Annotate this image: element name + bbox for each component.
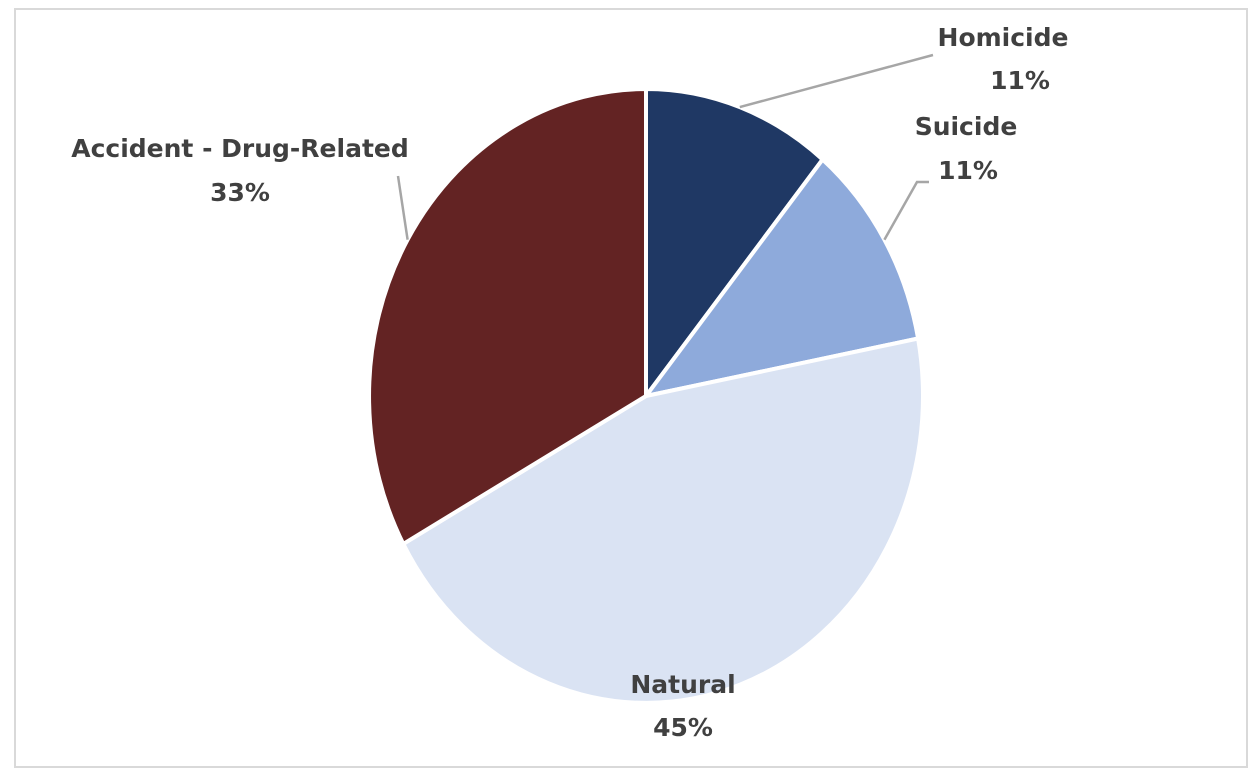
label-homicide-value: 11% (990, 66, 1050, 95)
leader-line-homicide (739, 53, 934, 109)
pie-slice-suicide (644, 157, 921, 398)
label-natural-name: Natural (630, 670, 735, 699)
label-accident-name: Accident - Drug-Related (71, 134, 409, 163)
label-natural-value: 45% (653, 713, 713, 742)
leader-lines (396, 53, 934, 241)
label-homicide-name: Homicide (938, 23, 1069, 52)
leader-line-suicide (883, 180, 929, 241)
label-suicide-name: Suicide (915, 112, 1018, 141)
leader-line-accident-drug-related (396, 175, 409, 240)
pie-slice-accident-drug-related (367, 87, 648, 546)
label-accident-value: 33% (210, 178, 270, 207)
pie-slices (367, 87, 925, 705)
label-suicide-value: 11% (938, 156, 998, 185)
pie-slice-homicide (644, 87, 825, 398)
pie-slice-natural (401, 336, 925, 705)
data-labels: Homicide 11% Suicide 11% Natural 45% Acc… (71, 23, 1068, 742)
